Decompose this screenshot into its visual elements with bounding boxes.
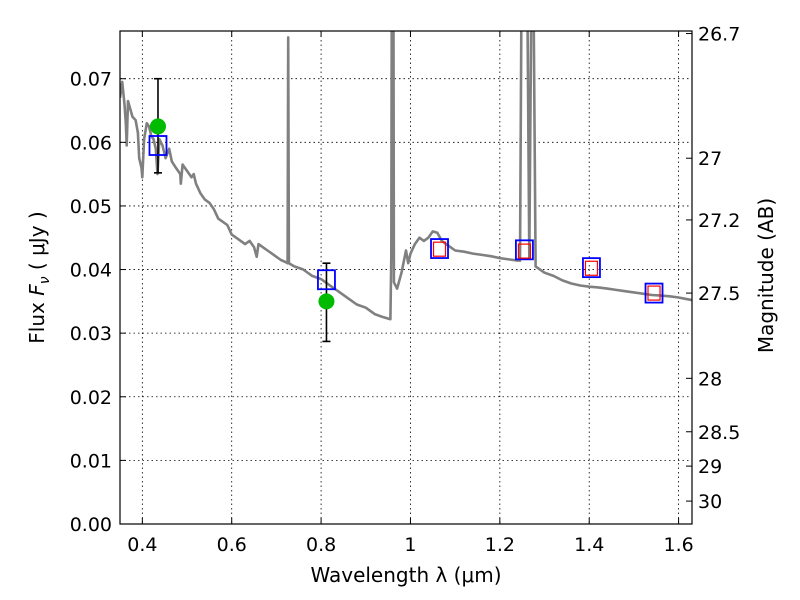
x-tick-label: 1.4 <box>574 534 604 556</box>
x-axis-label: Wavelength λ (μm) <box>310 563 501 587</box>
y-tick-label: 0.00 <box>70 514 112 536</box>
x-tick-label: 1.6 <box>663 534 693 556</box>
y2-tick-label: 26.7 <box>698 24 740 46</box>
axis-ticks: 0.4 0.6 0.8 1 1.2 1.4 1.6 0.00 0.01 0.02 0.03 0.04 0… <box>70 24 741 556</box>
x-tick-label: 1.2 <box>485 534 515 556</box>
y2-tick-label: 29 <box>698 456 722 478</box>
model-photometry-square <box>430 238 449 259</box>
y-tick-label: 0.01 <box>70 450 112 472</box>
y-tick-label: 0.06 <box>70 132 112 154</box>
model-spectrum-line <box>120 31 692 321</box>
red-photometry-square <box>584 260 599 276</box>
model-photometry-square <box>644 282 664 304</box>
y-tick-label: 0.03 <box>70 323 112 345</box>
model-photometry-square <box>515 239 534 261</box>
x-tick-label: 0.4 <box>127 534 157 556</box>
y-tick-label: 0.04 <box>70 260 112 282</box>
grid-lines <box>120 31 692 525</box>
x-tick-label: 1 <box>404 534 416 556</box>
y2-tick-label: 27 <box>698 148 722 170</box>
y2-tick-label: 30 <box>698 491 722 513</box>
model-photometry-square <box>317 269 336 291</box>
red-photometry-square <box>517 243 532 259</box>
observed-point <box>149 118 166 135</box>
plot-area <box>120 31 692 343</box>
model-photometry-square <box>148 135 168 156</box>
y-tick-label: 0.05 <box>70 196 112 218</box>
model-photometry-square <box>582 257 601 279</box>
y-axis-label: Flux Fν ( μJy ) <box>25 211 53 343</box>
y-axis-label-subscript: ν <box>37 276 53 284</box>
red-photometry-square <box>432 241 447 257</box>
observed-point <box>318 293 335 310</box>
y2-axis-label: Magnitude (AB) <box>754 198 778 353</box>
y-axis-label-unit: ( μJy ) <box>25 211 49 276</box>
plot-marks <box>120 31 692 343</box>
y2-tick-label: 27.2 <box>698 210 740 232</box>
y2-tick-label: 28.5 <box>698 422 740 444</box>
y2-tick-label: 27.5 <box>698 283 740 305</box>
y-tick-label: 0.02 <box>70 387 112 409</box>
plot-frame <box>119 30 693 525</box>
x-tick-label: 0.8 <box>306 534 336 556</box>
red-photometry-square <box>647 285 661 301</box>
x-tick-label: 0.6 <box>217 534 247 556</box>
y2-tick-label: 28 <box>698 368 722 390</box>
y-axis-label-symbol: F <box>25 284 49 296</box>
y-tick-label: 0.07 <box>70 69 112 91</box>
y-axis-label-prefix: Flux <box>25 296 49 344</box>
